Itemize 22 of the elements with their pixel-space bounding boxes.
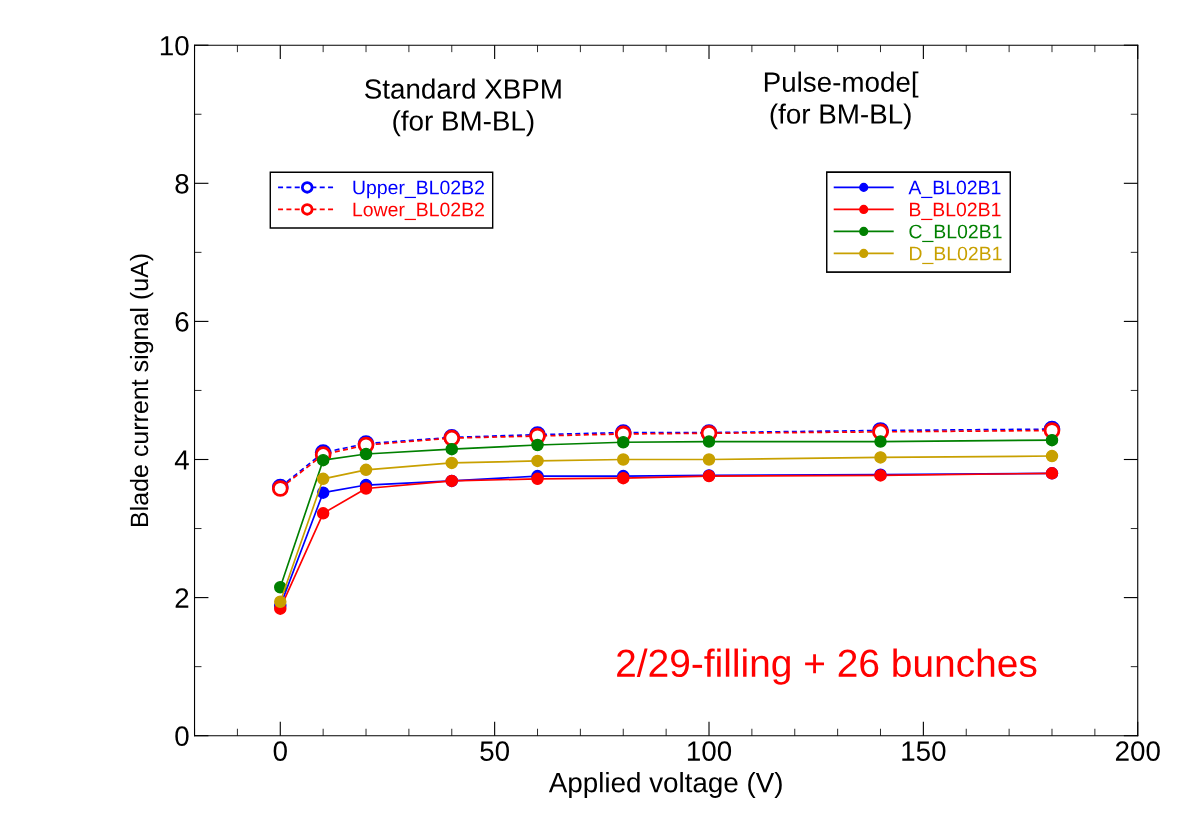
x-tick-label: 150	[902, 741, 946, 761]
legend-label: Lower_BL02B2	[353, 202, 484, 221]
y-tick-label: 10	[160, 35, 189, 56]
y-tick-label: 6	[175, 312, 189, 332]
x-tick-label: 200	[1115, 741, 1160, 761]
x-axis-title: Applied voltage (V)	[548, 772, 782, 798]
annotation: 2/29-filling + 26 bunches	[617, 648, 1037, 685]
y-tick-label: 0	[175, 726, 189, 747]
x-tick-label: 0	[273, 741, 287, 761]
legend-label: C_BL02B1	[909, 224, 1002, 243]
annotation: Pulse-mode[ (for BM-BL)	[764, 71, 919, 130]
legend-label: D_BL02B1	[910, 246, 1002, 265]
x-tick-label: 50	[480, 741, 510, 761]
x-tick-label: 100	[687, 741, 732, 761]
y-tick-label: 4	[174, 450, 189, 470]
legend-label: B_BL02B1	[910, 202, 1001, 221]
legend-label: A_BL02B1	[908, 180, 1001, 199]
legend-label: Upper_BL02B2	[353, 180, 484, 199]
y-tick-label: 2	[175, 588, 189, 608]
annotation: Standard XBPM (for BM-BL)	[365, 78, 561, 137]
y-tick-label: 8	[175, 173, 189, 194]
y-axis-title: Blade current signal (uA)	[129, 254, 154, 526]
